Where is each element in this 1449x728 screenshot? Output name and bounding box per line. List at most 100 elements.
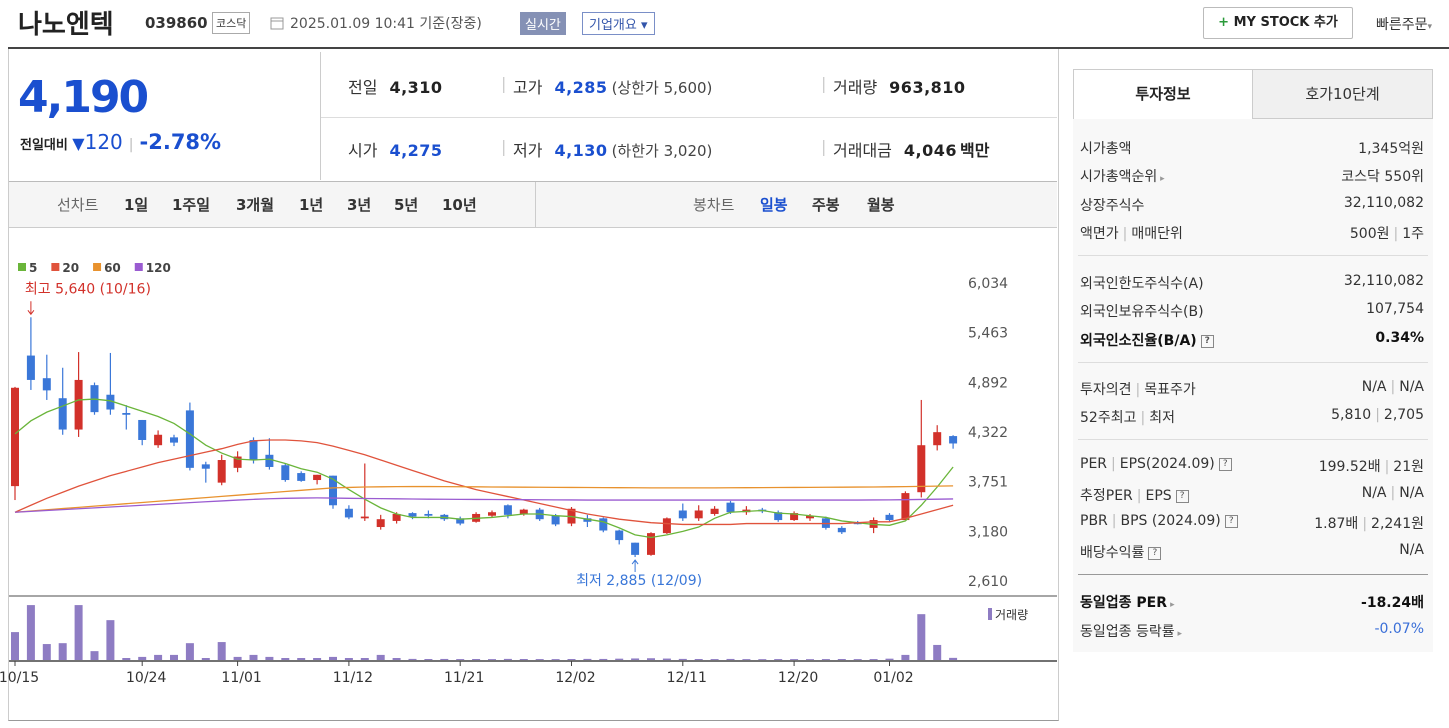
current-price: 4,190 (18, 72, 149, 123)
candle-body (853, 522, 862, 525)
quote-cell: | 거래량 963,810 (821, 74, 966, 98)
y-tick-label: 6,034 (968, 276, 1008, 292)
volume-bar (154, 654, 163, 660)
quote-label: 저가 (513, 141, 543, 160)
info-label: 매매단위 (1131, 226, 1183, 242)
period-tab[interactable]: 주봉 (812, 196, 840, 214)
period-label: 봉차트 (693, 196, 735, 214)
candle-body (503, 505, 512, 515)
candle-body (901, 493, 910, 521)
quote-cell: | 고가 4,285 (상한가 5,600) (501, 74, 712, 98)
candle-body (265, 454, 274, 467)
candle-body (678, 510, 687, 519)
period-divider (535, 182, 536, 227)
moving-average (14, 497, 954, 513)
candle-body (806, 515, 814, 519)
volume-bar (821, 659, 830, 660)
volume-bar (901, 654, 910, 660)
volume-bar (344, 658, 353, 660)
volume-bar (567, 659, 576, 660)
quick-order[interactable]: 빠른주문▾ (1376, 17, 1433, 33)
period-bar (9, 181, 1057, 228)
volume-bar (917, 614, 926, 660)
info-label: EPS(2024.09) (1119, 456, 1215, 472)
info-row: PBR | BPS (2024.09)? 1.87배 | 2,241원 (1080, 513, 1424, 532)
period-label: 선차트 (57, 196, 99, 214)
quote-label: 거래대금 (833, 141, 892, 160)
volume-bar (678, 658, 687, 660)
volume-bar (853, 659, 862, 660)
y-tick-label: 5,463 (968, 326, 1008, 342)
volume-legend: 거래량 (995, 608, 1028, 622)
candle-body (885, 514, 894, 521)
change-rate: -2.78% (139, 130, 222, 154)
info-row: 투자의견 | 목표주가 N/A | N/A (1080, 379, 1424, 398)
x-tick-label: 10/24 (126, 670, 166, 686)
quote-cell: 전일 4,310 (348, 74, 443, 98)
candle-body (774, 512, 783, 521)
y-tick-label: 4,892 (968, 375, 1008, 391)
period-tab[interactable]: 3년 (347, 196, 372, 214)
quote-cell: | 저가 4,130 (하한가 3,020) (501, 137, 712, 161)
mystock-button[interactable]: + MY STOCK 추가 (1203, 7, 1353, 39)
period-tab[interactable]: 1년 (299, 196, 324, 214)
period-tab[interactable]: 1일 (124, 196, 149, 214)
quote-cell: 시가 4,275 (348, 137, 443, 161)
info-value: 1주 (1402, 226, 1424, 242)
quote-value: 4,285 (554, 78, 608, 97)
volume-bar (217, 642, 226, 660)
realtime-badge[interactable]: 실시간 (520, 12, 566, 35)
tab[interactable]: 호가10단계 (1252, 69, 1433, 119)
volume-bar (360, 658, 369, 660)
moving-average (14, 485, 954, 513)
volume-bar (742, 659, 751, 660)
x-tick-label: 11/01 (221, 670, 261, 686)
info-value: 5,810 (1331, 407, 1372, 423)
volume-bar (74, 605, 83, 660)
candle-body (201, 464, 210, 469)
info-value: 32,110,082 (1343, 273, 1424, 289)
tab-active[interactable]: 투자정보 (1073, 69, 1253, 119)
quote-label: 거래량 (833, 78, 878, 97)
period-tab[interactable]: 5년 (394, 196, 419, 214)
info-panel (1073, 69, 1433, 652)
info-label: PER (1080, 456, 1108, 472)
volume-bar (503, 658, 512, 660)
candle-body (631, 542, 640, 555)
candle-body (408, 513, 417, 517)
period-tab[interactable]: 월봉 (867, 196, 895, 214)
overview-button[interactable]: 기업개요 ▾ (582, 12, 655, 35)
volume-bar (122, 658, 131, 660)
info-row: PER | EPS(2024.09)? 199.52배 | 21원 (1080, 456, 1424, 475)
volume-bar (456, 659, 465, 660)
info-value: -18.24배 (1361, 595, 1424, 611)
info-row: 동일업종 등락률 ▸ -0.07% (1080, 621, 1424, 640)
volume-bar (26, 605, 35, 660)
y-tick-label: 3,751 (968, 475, 1008, 491)
candle-body (488, 512, 496, 516)
candle-body (837, 527, 846, 533)
info-value: 1,345억원 (1358, 141, 1424, 157)
candle-body (726, 502, 735, 513)
candle-body (647, 533, 655, 555)
candle-body (233, 456, 242, 468)
candle-body (154, 434, 163, 446)
volume-bar (281, 658, 290, 660)
volume-bar (726, 658, 735, 660)
moving-average (14, 398, 954, 539)
period-tab[interactable]: 3개월 (236, 196, 275, 214)
info-label: 외국인소진율(B/A) (1080, 333, 1197, 349)
volume-bar (949, 657, 958, 660)
x-tick-label: 01/02 (873, 670, 913, 686)
quote-value: 4,275 (389, 141, 443, 160)
period-tab[interactable]: 10년 (442, 196, 477, 214)
x-tick-label: 10/15 (0, 670, 39, 686)
info-label: 배당수익률 (1080, 545, 1145, 561)
volume-bar (774, 659, 783, 660)
candle-body (329, 475, 337, 506)
volume-bar (647, 658, 655, 660)
period-tab[interactable]: 1주일 (172, 196, 211, 214)
quote-value: 4,130 (554, 141, 608, 160)
period-tab[interactable]: 일봉 (760, 196, 788, 214)
volume-bar (11, 632, 19, 660)
